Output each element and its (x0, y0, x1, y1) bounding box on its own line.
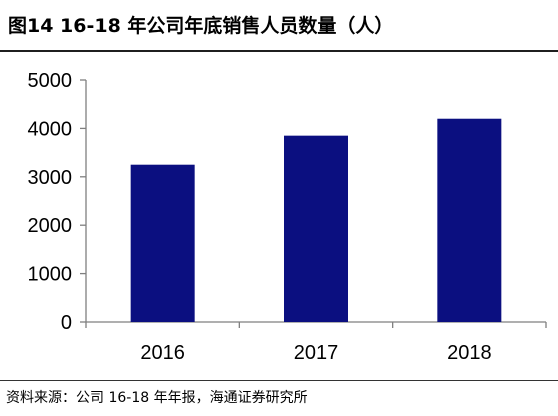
y-tick-label: 1000 (28, 264, 73, 286)
bar-2017 (284, 135, 348, 322)
y-tick-label: 2000 (28, 215, 73, 237)
bar-2018 (437, 118, 502, 322)
x-tick-label: 2016 (140, 342, 185, 364)
y-tick-label: 4000 (28, 118, 73, 140)
y-axis: 0 1000 2000 3000 4000 5000 (28, 70, 87, 334)
y-tick-label: 3000 (28, 167, 73, 189)
chart-area: 0 1000 2000 3000 4000 5000 2016 2017 2018 (0, 52, 558, 374)
bars (130, 118, 502, 322)
bar-chart: 0 1000 2000 3000 4000 5000 2016 2017 2018 (28, 70, 547, 364)
bar-2016 (130, 164, 195, 322)
figure-title: 图14 16-18 年公司年底销售人员数量（人） (8, 15, 394, 37)
source-note: 资料来源：公司 16-18 年年报，海通证券研究所 (6, 390, 308, 406)
y-tick-label: 0 (61, 312, 72, 334)
x-tick-label: 2017 (294, 342, 339, 364)
source-note-bar: 资料来源：公司 16-18 年年报，海通证券研究所 (0, 380, 558, 416)
x-axis: 2016 2017 2018 (85, 321, 547, 364)
x-tick-label: 2018 (447, 342, 492, 364)
figure-title-bar: 图14 16-18 年公司年底销售人员数量（人） (0, 0, 558, 52)
y-tick-label: 5000 (28, 70, 73, 92)
